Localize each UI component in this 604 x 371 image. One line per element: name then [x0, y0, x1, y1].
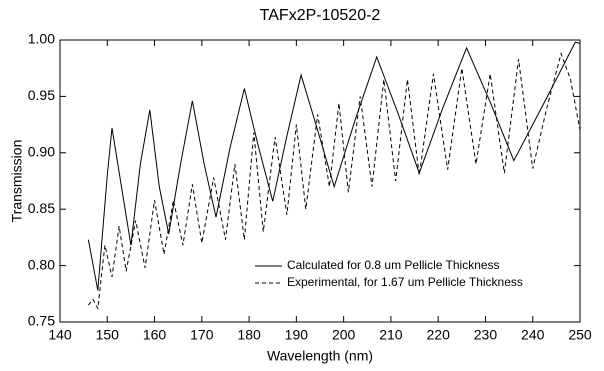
x-tick-label: 230 — [474, 327, 498, 343]
x-axis-label: Wavelength (nm) — [267, 348, 373, 364]
plot-frame — [59, 39, 581, 323]
x-tick-label: 180 — [237, 327, 261, 343]
series-line — [87, 41, 581, 291]
x-tick-label: 220 — [427, 327, 451, 343]
x-tick-label: 190 — [285, 327, 309, 343]
legend-label: Calculated for 0.8 um Pellicle Thickness — [287, 258, 500, 272]
y-tick-label: 0.90 — [28, 144, 55, 160]
x-tick-label: 250 — [568, 327, 592, 343]
y-tick-label: 0.95 — [28, 87, 55, 103]
y-tick-label: 0.85 — [28, 200, 55, 216]
chart-title: TAFx2P-10520-2 — [260, 7, 381, 24]
x-tick-label: 160 — [143, 327, 167, 343]
x-tick-label: 240 — [521, 327, 545, 343]
legend-label: Experimental, for 1.67 um Pellicle Thick… — [287, 275, 523, 289]
y-axis-label: Transmission — [9, 140, 25, 223]
y-tick-label: 1.00 — [28, 31, 55, 47]
x-tick-label: 200 — [332, 327, 356, 343]
series-line — [87, 51, 581, 311]
y-tick-label: 0.80 — [28, 256, 55, 272]
x-tick-label: 140 — [48, 327, 72, 343]
x-tick-label: 150 — [96, 327, 120, 343]
x-tick-label: 210 — [379, 327, 403, 343]
x-tick-label: 170 — [190, 327, 214, 343]
y-tick-label: 0.75 — [28, 313, 55, 329]
